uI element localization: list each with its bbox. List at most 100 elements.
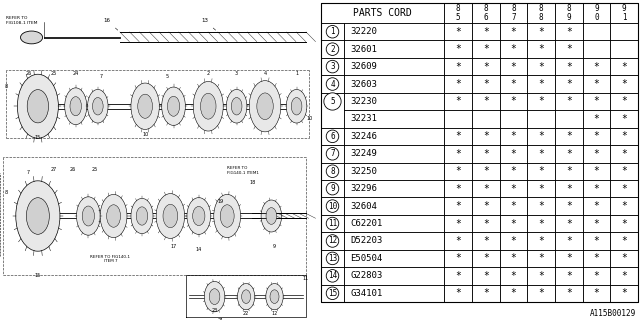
Bar [472,75,500,93]
Ellipse shape [16,181,60,251]
Text: *: * [566,96,572,107]
Bar [344,40,444,58]
Text: *: * [483,149,489,159]
Text: *: * [566,61,572,72]
Text: *: * [455,166,461,176]
Ellipse shape [266,208,276,224]
Bar [500,40,527,58]
Bar [344,23,444,40]
Text: *: * [538,236,544,246]
Bar [321,75,344,93]
Text: *: * [455,61,461,72]
Bar [500,75,527,93]
Bar [611,250,638,267]
Bar [321,284,344,302]
Bar [500,3,527,23]
Bar [611,23,638,40]
Circle shape [324,93,341,110]
Bar [472,284,500,302]
Bar [611,180,638,197]
Text: *: * [621,96,627,107]
Text: *: * [566,44,572,54]
Text: *: * [483,201,489,211]
Text: *: * [483,288,489,298]
Circle shape [326,60,339,73]
Text: *: * [455,79,461,89]
Bar [344,75,444,93]
Text: 19: 19 [218,199,224,204]
Bar [472,128,500,145]
Bar [344,197,444,215]
Text: 10: 10 [328,202,337,211]
Text: *: * [455,44,461,54]
Text: *: * [593,149,600,159]
Ellipse shape [27,90,49,123]
Text: *: * [593,201,600,211]
Bar [500,128,527,145]
Text: 8
5: 8 5 [456,4,460,22]
Text: *: * [621,201,627,211]
Text: 22: 22 [243,311,249,316]
Text: *: * [593,131,600,141]
Text: 9
0: 9 0 [594,4,599,22]
Text: 17: 17 [170,244,177,249]
Ellipse shape [227,89,247,123]
Text: *: * [621,184,627,194]
Text: 5: 5 [330,97,335,106]
Ellipse shape [17,74,58,138]
Bar [321,215,344,232]
Text: *: * [621,236,627,246]
Text: G22803: G22803 [351,271,383,280]
Ellipse shape [214,194,241,237]
Text: 13: 13 [328,254,337,263]
Bar [500,58,527,75]
Text: 4: 4 [330,80,335,89]
Text: *: * [483,96,489,107]
Bar [555,250,582,267]
Bar [611,3,638,23]
Text: 2: 2 [207,71,210,76]
Text: *: * [511,131,516,141]
Ellipse shape [270,290,279,303]
Bar [582,145,611,163]
Bar [527,3,555,23]
Text: *: * [566,131,572,141]
Text: A115B00129: A115B00129 [589,309,636,318]
Ellipse shape [187,197,211,234]
Bar [500,93,527,110]
Bar [344,163,444,180]
Text: 32601: 32601 [351,45,378,54]
Text: *: * [566,27,572,37]
Text: *: * [621,271,627,281]
Bar [611,75,638,93]
Text: *: * [621,253,627,263]
Ellipse shape [231,98,242,115]
Bar [555,163,582,180]
Bar [344,284,444,302]
Ellipse shape [26,198,49,234]
Text: 10: 10 [142,132,148,137]
Bar [500,267,527,284]
Ellipse shape [163,204,178,228]
Bar [472,40,500,58]
Bar [582,250,611,267]
Ellipse shape [92,98,103,115]
Text: *: * [566,201,572,211]
Text: 27: 27 [51,167,57,172]
Text: *: * [455,236,461,246]
Bar [344,145,444,163]
Bar [500,145,527,163]
Text: *: * [511,61,516,72]
Bar [500,163,527,180]
Ellipse shape [261,200,282,232]
Ellipse shape [100,194,127,237]
Bar [321,232,344,250]
Bar [527,180,555,197]
Bar [527,93,555,110]
Bar [472,3,500,23]
Text: *: * [483,184,489,194]
Bar [500,284,527,302]
Bar [321,145,344,163]
Bar [444,110,472,128]
Circle shape [326,217,339,230]
